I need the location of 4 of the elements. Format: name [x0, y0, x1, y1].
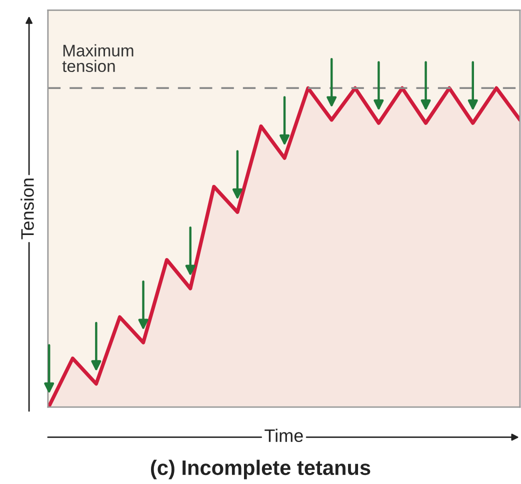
ref-line-label: Maximum tension — [62, 44, 134, 72]
text: (c) Incomplete tetanus — [151, 460, 370, 480]
y-axis-title: Tension — [20, 178, 34, 240]
x-axis-title: Time — [264, 428, 303, 442]
